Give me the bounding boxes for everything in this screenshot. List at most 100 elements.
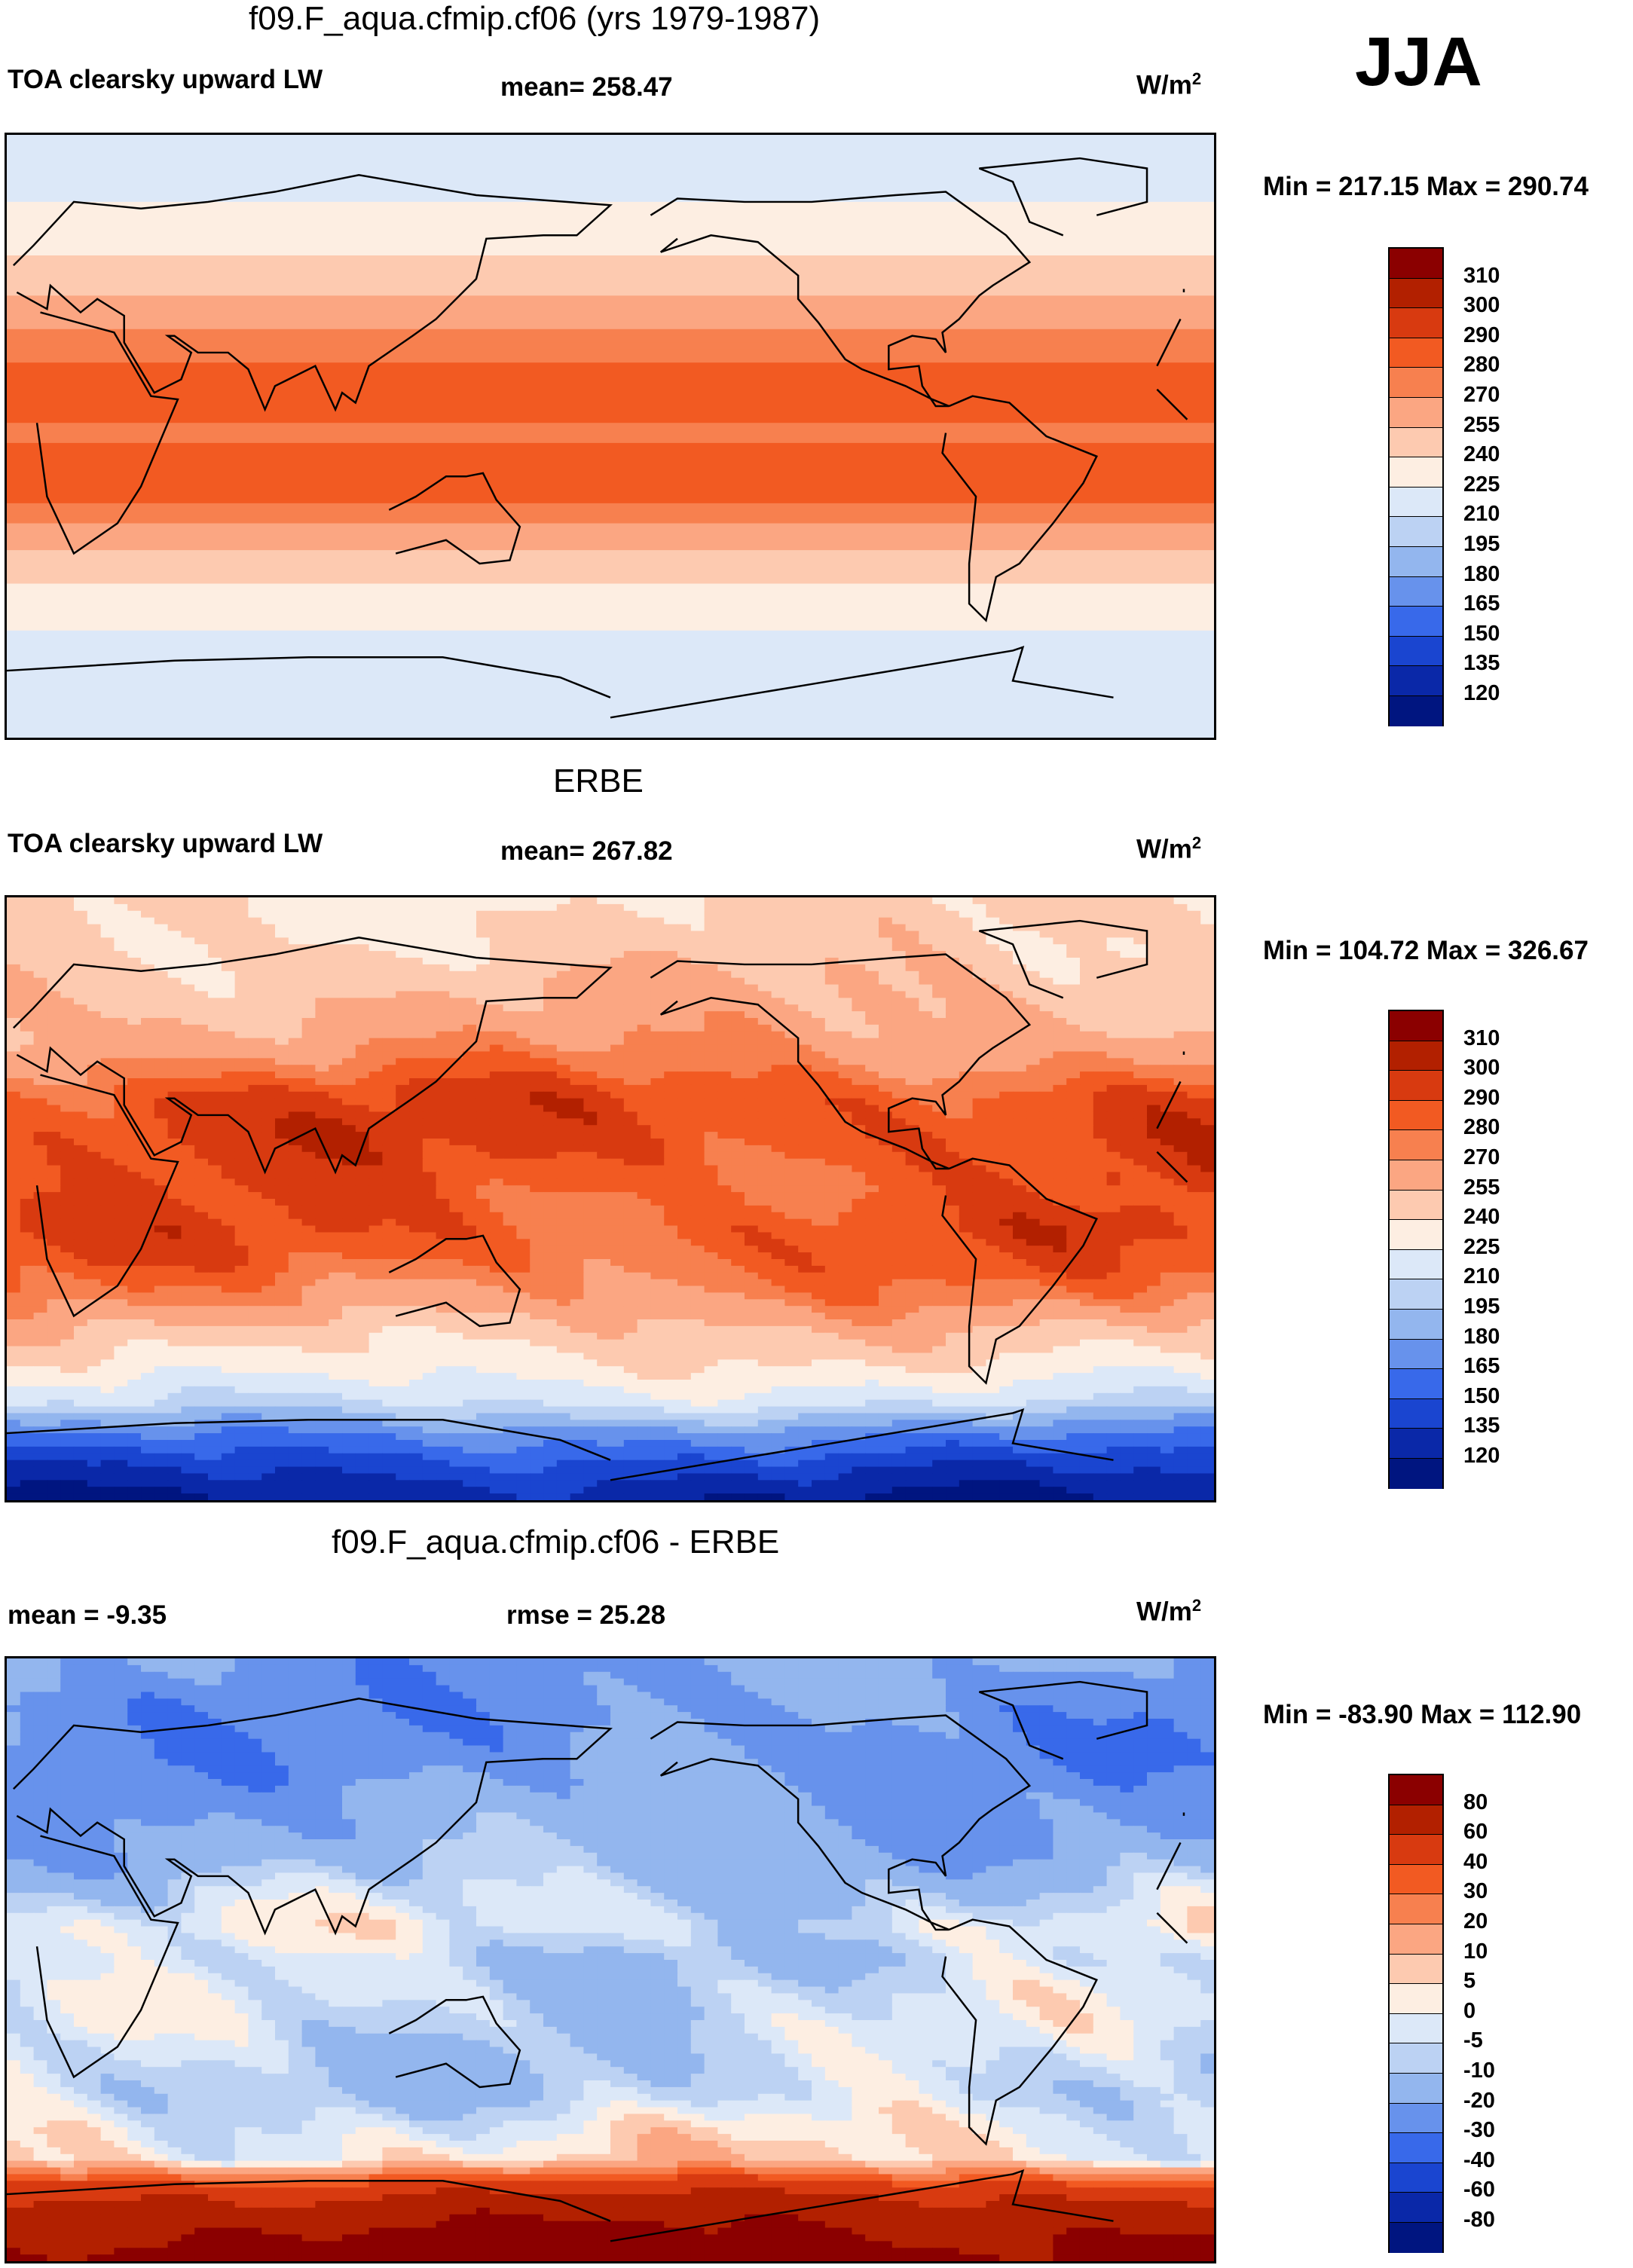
map-cell — [556, 1246, 571, 1253]
map-cell — [1039, 937, 1053, 945]
map-cell — [570, 1225, 585, 1233]
map-cell — [745, 1232, 759, 1239]
map-cell — [127, 1065, 142, 1072]
map-cell — [1039, 964, 1053, 972]
map-cell — [208, 1051, 222, 1059]
map-cell — [664, 1185, 678, 1193]
map-cell — [248, 958, 262, 965]
map-cell — [757, 1038, 772, 1046]
map-cell — [422, 970, 437, 979]
map-cell — [745, 1145, 759, 1153]
map-cell — [986, 991, 1000, 998]
map-cell — [342, 897, 356, 905]
map-cell — [852, 1051, 866, 1059]
map-cell — [570, 903, 585, 912]
map-cell — [731, 931, 745, 938]
map-cell — [208, 1004, 222, 1012]
map-cell — [234, 951, 249, 958]
map-cell — [436, 1078, 450, 1086]
map-cell — [865, 991, 879, 998]
map-cell — [932, 903, 946, 912]
map-cell — [771, 964, 786, 972]
map-cell — [60, 1065, 75, 1072]
map-cell — [891, 1038, 907, 1046]
map-cell — [959, 1084, 974, 1093]
map-cell — [677, 1078, 692, 1086]
map-cell — [221, 1038, 236, 1046]
map-cell — [489, 1139, 504, 1146]
map-cell — [355, 897, 370, 905]
map-cell — [824, 1125, 839, 1132]
map-cell — [919, 1232, 933, 1239]
map-cell — [1039, 931, 1053, 938]
map-cell — [1133, 1178, 1148, 1186]
map-cell — [1200, 1105, 1214, 1113]
map-cell — [489, 958, 504, 965]
map-cell — [905, 910, 920, 919]
map-cell — [127, 1105, 142, 1113]
map-cell — [1160, 1185, 1175, 1193]
map-cell — [677, 1105, 692, 1113]
map-cell — [946, 1098, 960, 1106]
map-cell — [905, 944, 920, 952]
map-cell — [7, 389, 1214, 397]
map-cell — [73, 1132, 88, 1139]
map-cell — [248, 1111, 262, 1119]
map-cell — [784, 1145, 799, 1153]
map-cell — [422, 1091, 437, 1099]
map-cell — [1013, 1065, 1027, 1072]
map-cell — [597, 1165, 611, 1173]
map-cell — [932, 1118, 946, 1126]
map-cell — [623, 1098, 638, 1106]
map-cell — [181, 937, 195, 945]
map-cell — [422, 1178, 437, 1186]
map-cell — [946, 917, 960, 925]
map-cell — [47, 1105, 61, 1113]
map-cell — [556, 1111, 571, 1119]
map-cell — [543, 1192, 558, 1200]
map-cell — [1160, 1018, 1175, 1025]
map-cell — [824, 1132, 839, 1139]
map-cell — [301, 958, 317, 965]
map-cell — [1026, 1158, 1041, 1166]
map-cell — [154, 1172, 169, 1179]
map-cell — [1026, 1125, 1041, 1132]
map-cell — [516, 1084, 531, 1093]
map-cell — [1160, 1004, 1175, 1012]
map-cell — [261, 964, 276, 972]
map-cell — [932, 1205, 946, 1213]
map-cell — [1133, 1145, 1148, 1153]
map-cell — [368, 1105, 384, 1113]
map-cell — [234, 1199, 249, 1206]
map-cell — [972, 910, 987, 919]
map-cell — [20, 1132, 35, 1139]
map-cell — [194, 1239, 209, 1246]
map-cell — [87, 1199, 102, 1206]
map-cell — [516, 924, 531, 932]
map-cell — [745, 1084, 759, 1093]
map-cell — [20, 1038, 35, 1046]
map-cell — [87, 903, 102, 912]
map-cell — [771, 931, 786, 938]
map-cell — [690, 1205, 705, 1213]
map-cell — [543, 1212, 558, 1220]
map-cell — [664, 1118, 678, 1126]
map-cell — [7, 897, 21, 905]
map-cell — [7, 550, 1214, 558]
map-cell — [623, 1252, 638, 1260]
map-cell — [208, 977, 222, 986]
map-cell — [167, 1091, 182, 1099]
colorbar-swatch — [1390, 278, 1442, 309]
map-cell — [704, 951, 719, 958]
map-cell — [449, 1051, 463, 1059]
map-cell — [543, 1111, 558, 1119]
map-cell — [865, 964, 879, 972]
map-cell — [932, 1004, 946, 1012]
map-cell — [503, 1118, 518, 1126]
map-cell — [436, 1125, 450, 1132]
map-cell — [1039, 1252, 1053, 1260]
map-cell — [798, 1004, 812, 1012]
map-cell — [355, 1218, 370, 1227]
map-cell — [597, 1111, 611, 1119]
map-cell — [1120, 1132, 1134, 1139]
